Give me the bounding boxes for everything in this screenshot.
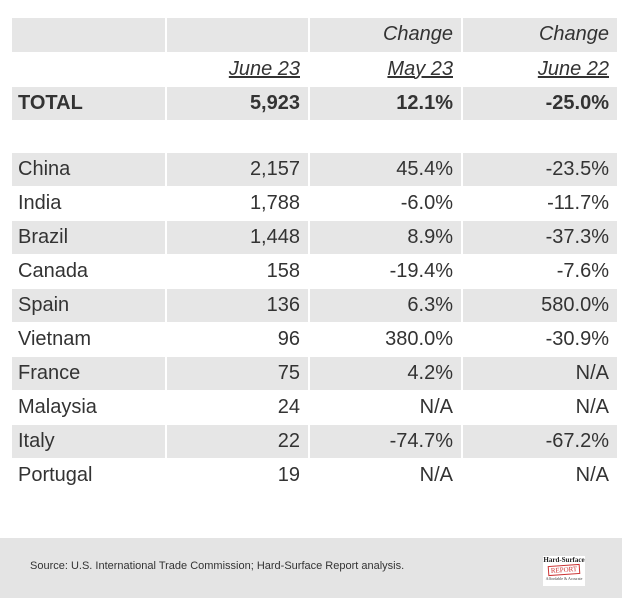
cell-june23: 158 [165, 254, 309, 289]
spacer-row [12, 120, 617, 153]
cell-may23: -19.4% [308, 254, 462, 289]
footer: Source: U.S. International Trade Commiss… [0, 538, 622, 598]
cell-june22: N/A [461, 458, 617, 493]
header-row-period: June 23 May 23 June 22 [12, 52, 617, 87]
cell-june22: -30.9% [461, 322, 617, 357]
cell-may23: 380.0% [308, 322, 462, 357]
cell-june22: -23.5% [461, 152, 617, 187]
cell-may23: -74.7% [308, 424, 462, 459]
table-row: Brazil 1,448 8.9% -37.3% [12, 220, 617, 255]
cell-june22: N/A [461, 390, 617, 425]
cell-june22: -67.2% [461, 424, 617, 459]
table-row: China 2,157 45.4% -23.5% [12, 152, 617, 187]
cell-country: Vietnam [12, 322, 166, 357]
cell-country: Brazil [12, 220, 166, 255]
cell-may23: 4.2% [308, 356, 462, 391]
header-change: Change [308, 18, 462, 53]
total-label: TOTAL [12, 86, 166, 121]
cell-country: Canada [12, 254, 166, 289]
total-june23: 5,923 [165, 86, 309, 121]
source-note: Source: U.S. International Trade Commiss… [30, 560, 405, 572]
total-june22: -25.0% [461, 86, 617, 121]
cell-may23: 6.3% [308, 288, 462, 323]
cell-june22: 580.0% [461, 288, 617, 323]
header-row-change: Change Change [12, 18, 617, 53]
cell-country: Spain [12, 288, 166, 323]
header-june23: June 23 [228, 57, 300, 80]
table-row: Malaysia 24 N/A N/A [12, 390, 617, 425]
header-may23: May 23 [387, 57, 453, 80]
cell-may23: 8.9% [308, 220, 462, 255]
cell-country: India [12, 186, 166, 221]
cell-may23: -6.0% [308, 186, 462, 221]
cell-country: France [12, 356, 166, 391]
cell-may23: N/A [308, 390, 462, 425]
cell-country: Italy [12, 424, 166, 459]
cell-country: Portugal [12, 458, 166, 493]
table-row: India 1,788 -6.0% -11.7% [12, 186, 617, 221]
cell-may23: N/A [308, 458, 462, 493]
cell-june23: 2,157 [165, 152, 309, 187]
table-row: Italy 22 -74.7% -67.2% [12, 424, 617, 459]
cell-june23: 22 [165, 424, 309, 459]
table-row: Spain 136 6.3% 580.0% [12, 288, 617, 323]
import-table: Change Change June 23 May 23 June 22 TOT… [12, 18, 617, 493]
cell-june23: 75 [165, 356, 309, 391]
header-change: Change [461, 18, 617, 53]
cell-june23: 1,448 [165, 220, 309, 255]
cell-june23: 19 [165, 458, 309, 493]
cell-june23: 24 [165, 390, 309, 425]
table-row: France 75 4.2% N/A [12, 356, 617, 391]
cell-june22: -7.6% [461, 254, 617, 289]
cell-june23: 96 [165, 322, 309, 357]
total-may23: 12.1% [308, 86, 462, 121]
cell-country: China [12, 152, 166, 187]
header-june22: June 22 [537, 57, 609, 80]
table-row: Portugal 19 N/A N/A [12, 458, 617, 493]
cell-june23: 1,788 [165, 186, 309, 221]
total-row: TOTAL 5,923 12.1% -25.0% [12, 86, 617, 121]
hard-surface-report-logo: Hard-Surface REPORT Affordable & Accurat… [543, 556, 585, 586]
cell-may23: 45.4% [308, 152, 462, 187]
cell-june22: -11.7% [461, 186, 617, 221]
table-row: Canada 158 -19.4% -7.6% [12, 254, 617, 289]
cell-june22: -37.3% [461, 220, 617, 255]
cell-june23: 136 [165, 288, 309, 323]
cell-country: Malaysia [12, 390, 166, 425]
cell-june22: N/A [461, 356, 617, 391]
table-row: Vietnam 96 380.0% -30.9% [12, 322, 617, 357]
